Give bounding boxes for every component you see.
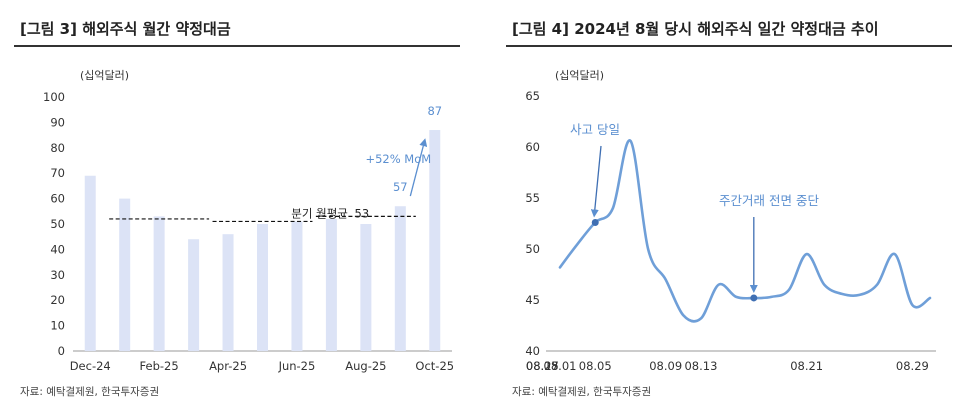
right-x-tick-label: 08.05 <box>579 359 612 373</box>
left-y-tick-label: 40 <box>50 242 65 256</box>
left-y-tick-label: 30 <box>50 268 65 282</box>
accident-day-arrow <box>590 145 602 218</box>
bar-Jan-25 <box>119 198 131 351</box>
right-y-tick-label: 40 <box>525 344 540 358</box>
prev-bar-value-label: 57 <box>393 180 408 194</box>
bar-Sep-25 <box>394 206 406 351</box>
right-line-chart: (십억달러) 40 45 50 55 60 65 08.01 08.05 08.09 08.13 08… <box>525 69 936 373</box>
bar-Mar-25 <box>188 239 200 351</box>
right-x-tick-label: 08.09 <box>649 359 682 373</box>
left-x-tick-label: Aug-25 <box>345 359 386 373</box>
accident-day-marker <box>591 218 599 226</box>
bar-Jul-25 <box>325 218 337 351</box>
left-x-tick-label: Oct-25 <box>415 359 454 373</box>
accident-day-label: 사고 당일 <box>570 122 620 137</box>
left-y-tick-label: 10 <box>50 319 65 333</box>
left-title-rule <box>14 45 460 47</box>
left-y-tick-label: 20 <box>50 293 65 307</box>
daily-value-series-line <box>558 139 932 323</box>
bar-Dec-24 <box>84 175 96 351</box>
trading-halt-label: 주간거래 전면 중단 <box>719 193 819 208</box>
right-y-tick-label: 45 <box>525 293 540 307</box>
right-y-tick-label: 60 <box>525 140 540 154</box>
right-x-tick-label: 08.29 <box>896 359 929 373</box>
right-y-tick-label: 55 <box>525 191 540 205</box>
bar-Oct-25 <box>429 130 441 351</box>
left-y-tick-label: 100 <box>43 90 65 104</box>
trading-halt-marker <box>750 294 758 302</box>
right-x-tick-label: 08.21 <box>790 359 823 373</box>
right-x-tick-label: 08.17 <box>526 359 559 373</box>
left-y-tick-label: 70 <box>50 166 65 180</box>
left-y-tick-label: 50 <box>50 217 65 231</box>
left-chart-title: [그림 3] 해외주식 월간 약정대금 <box>20 20 231 38</box>
right-source-note: 자료: 예탁결제원, 한국투자증권 <box>512 386 652 398</box>
bar-May-25 <box>257 224 268 351</box>
quarter-avg-value: 53 <box>355 206 370 220</box>
right-x-tick-label: 08.25 <box>526 359 559 373</box>
right-y-tick-label: 65 <box>525 89 540 103</box>
left-bar-chart: (십억달러) 0 10 20 30 40 50 60 70 80 90 100 Dec-24 Feb-25… <box>43 69 454 373</box>
left-y-tick-label: 90 <box>50 115 65 129</box>
left-y-tick-label: 60 <box>50 192 65 206</box>
left-y-tick-label: 0 <box>58 344 65 358</box>
left-unit-label: (십억달러) <box>80 69 129 82</box>
right-x-tick-label: 08.13 <box>684 359 717 373</box>
mom-arrow <box>409 138 428 197</box>
left-y-tick-label: 80 <box>50 141 65 155</box>
right-x-tick-label: 08.01 <box>544 359 577 373</box>
left-x-tick-label: Jun-25 <box>278 359 316 373</box>
mom-label: +52% MoM <box>365 152 431 166</box>
last-bar-value-label: 87 <box>427 104 442 118</box>
right-y-tick-label: 50 <box>525 242 540 256</box>
left-x-tick-label: Dec-24 <box>70 359 111 373</box>
left-x-tick-label: Feb-25 <box>140 359 179 373</box>
right-chart-title: [그림 4] 2024년 8월 당시 해외주식 일간 약정대금 추이 <box>512 20 879 38</box>
bar-Feb-25 <box>153 216 165 351</box>
left-x-tick-label: Apr-25 <box>209 359 247 373</box>
right-unit-label: (십억달러) <box>555 69 604 82</box>
bar-Aug-25 <box>360 224 372 351</box>
bar-Apr-25 <box>222 234 234 351</box>
bar-Jun-25 <box>291 221 303 351</box>
right-title-rule <box>506 45 952 47</box>
quarter-avg-label: 분기 월평균 <box>291 206 348 220</box>
left-source-note: 자료: 예탁결제원, 한국투자증권 <box>20 386 160 398</box>
